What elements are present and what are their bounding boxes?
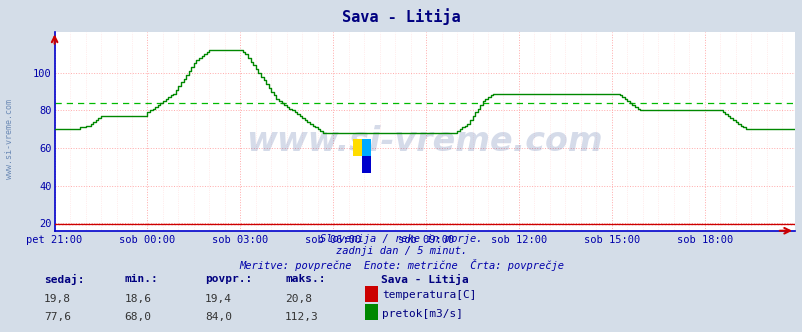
Text: 19,8: 19,8 [44, 294, 71, 304]
Text: 68,0: 68,0 [124, 312, 152, 322]
Text: 19,4: 19,4 [205, 294, 232, 304]
Text: 18,6: 18,6 [124, 294, 152, 304]
Text: www.si-vreme.com: www.si-vreme.com [5, 100, 14, 179]
Text: Sava - Litija: Sava - Litija [381, 274, 468, 285]
Text: pretok[m3/s]: pretok[m3/s] [382, 309, 463, 319]
Text: min.:: min.: [124, 274, 158, 284]
Text: temperatura[C]: temperatura[C] [382, 290, 476, 300]
Text: Slovenija / reke in morje.: Slovenija / reke in morje. [320, 234, 482, 244]
Text: sedaj:: sedaj: [44, 274, 84, 285]
Text: 77,6: 77,6 [44, 312, 71, 322]
Text: povpr.:: povpr.: [205, 274, 252, 284]
Text: 20,8: 20,8 [285, 294, 312, 304]
Bar [362, 156, 371, 173]
Text: maks.:: maks.: [285, 274, 325, 284]
Text: zadnji dan / 5 minut.: zadnji dan / 5 minut. [335, 246, 467, 256]
Bar [353, 139, 362, 156]
Text: Meritve: povprečne  Enote: metrične  Črta: povprečje: Meritve: povprečne Enote: metrične Črta:… [239, 259, 563, 271]
Text: Sava - Litija: Sava - Litija [342, 8, 460, 25]
Text: 112,3: 112,3 [285, 312, 318, 322]
Text: 84,0: 84,0 [205, 312, 232, 322]
Text: www.si-vreme.com: www.si-vreme.com [246, 124, 602, 158]
Bar [362, 139, 371, 156]
